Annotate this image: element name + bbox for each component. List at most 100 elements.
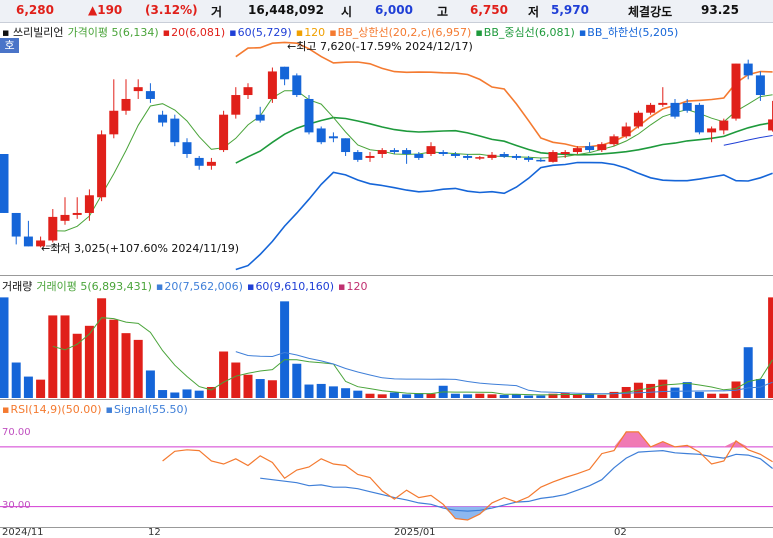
volume-bar (707, 393, 717, 398)
candle-body (72, 212, 82, 215)
candle (109, 79, 119, 139)
candle-body (97, 134, 107, 198)
ho-button[interactable]: 호 (0, 38, 19, 53)
candle (536, 157, 546, 162)
ma5-legend: 가격이평 5(6,134) (67, 26, 159, 39)
candle (438, 150, 448, 156)
volume-bar (316, 383, 326, 398)
volume-bar (304, 384, 314, 398)
volume-bar (743, 347, 753, 398)
candle-body (219, 114, 229, 151)
volume-bar (426, 393, 436, 398)
x-label-2024-11: 2024/11 (2, 527, 44, 538)
volume-ma20-line (235, 351, 773, 395)
volume-bar (97, 298, 107, 398)
candle-body (572, 148, 582, 153)
bb-lower-legend: BB_하한선(5,205) (587, 26, 679, 39)
volume-value: 16,448,092 (248, 3, 324, 17)
volume-bar (231, 362, 241, 398)
candle (145, 83, 155, 103)
volume-bar (755, 379, 765, 398)
candle-body (609, 136, 619, 145)
current-price: 6,280 (16, 3, 54, 17)
candle (463, 154, 473, 160)
volume-ma120-legend-marker: ▪ (338, 280, 346, 293)
rsi-overbought-area (650, 441, 675, 447)
volume-bar (145, 370, 155, 398)
candle-body (158, 114, 168, 123)
volume-bar (365, 393, 375, 398)
candle (426, 142, 436, 156)
candle-body (353, 152, 363, 160)
candle (328, 132, 338, 143)
candle (97, 130, 107, 202)
volume-bar (719, 393, 729, 398)
x-label-2025-01: 2025/01 (394, 527, 436, 538)
quote-header: 6,280 ▲190 (3.12%) 거 16,448,092 시 6,000 … (0, 0, 773, 23)
volume-bar (377, 394, 387, 398)
price-change-pct: (3.12%) (145, 3, 198, 17)
candle-body (133, 87, 143, 92)
volume-bar (511, 394, 521, 398)
volume-bar (597, 394, 607, 398)
low-annotation: ←최저 3,025(+107.60% 2024/11/19) (41, 242, 239, 255)
candle-body (755, 75, 765, 96)
strength-label: 체결강도 (628, 5, 673, 19)
volume-bar (487, 394, 497, 398)
candle (133, 79, 143, 99)
candle (194, 155, 204, 170)
volume-bar (158, 390, 168, 398)
low-value: 5,970 (551, 3, 589, 17)
rsi-level-high-label: 70.00 (2, 427, 31, 438)
volume-bar (450, 393, 460, 398)
candle-body (402, 150, 412, 154)
high-annotation: ←최고 7,620(-17.59% 2024/12/17) (287, 40, 473, 53)
ma20-legend-marker: ▪ (162, 26, 171, 39)
candle (743, 59, 753, 80)
candle (60, 197, 70, 225)
rsi-legend: ▪RSI(14,9)(50.00) ▪Signal(55.50) (2, 403, 192, 416)
candle (719, 118, 729, 135)
volume-bar (11, 362, 21, 398)
candle-body (694, 104, 704, 133)
volume-bar (121, 333, 131, 398)
volume-bar (536, 395, 546, 398)
bb-lower-legend-marker: ▪ (578, 26, 587, 39)
volume-bar (658, 379, 668, 398)
candle (670, 98, 680, 119)
candle-body (243, 87, 253, 96)
candle-body (536, 159, 546, 162)
candle (450, 152, 460, 158)
volume-bar (36, 379, 46, 398)
volume-bar (548, 393, 558, 398)
candle (84, 189, 94, 221)
candle (548, 150, 558, 163)
volume-bar (572, 394, 582, 398)
candle-body (316, 128, 326, 143)
candle (511, 154, 521, 160)
volume-bar (255, 379, 265, 398)
volume-legend: 거래량 거래이평 5(6,893,431) ▪20(7,562,006) ▪60(9,… (2, 278, 371, 294)
candle-body (182, 142, 192, 154)
candle (572, 146, 582, 154)
candle-body (633, 112, 643, 127)
candle (243, 83, 253, 99)
candle-body (206, 161, 216, 166)
candle-body (597, 144, 607, 151)
strength-value: 93.25 (701, 3, 739, 17)
volume-bar (206, 386, 216, 398)
volume-ma5-legend: 거래이평 5(6,893,431) (36, 280, 152, 293)
candle (768, 100, 773, 132)
x-label-12: 12 (148, 527, 161, 538)
ma60-line (723, 135, 773, 146)
candle-body (365, 155, 375, 158)
volume-bar (280, 301, 290, 398)
candle-body (719, 120, 729, 131)
candle (219, 110, 229, 153)
open-label: 시 (341, 5, 353, 19)
volume-bar (60, 315, 70, 398)
candle (48, 209, 58, 243)
candle (414, 152, 424, 160)
candle-body (768, 119, 773, 131)
stock-chart: ←최고 7,620(-17.59% 2024/12/17) ←최저 3,025(… (0, 40, 773, 521)
